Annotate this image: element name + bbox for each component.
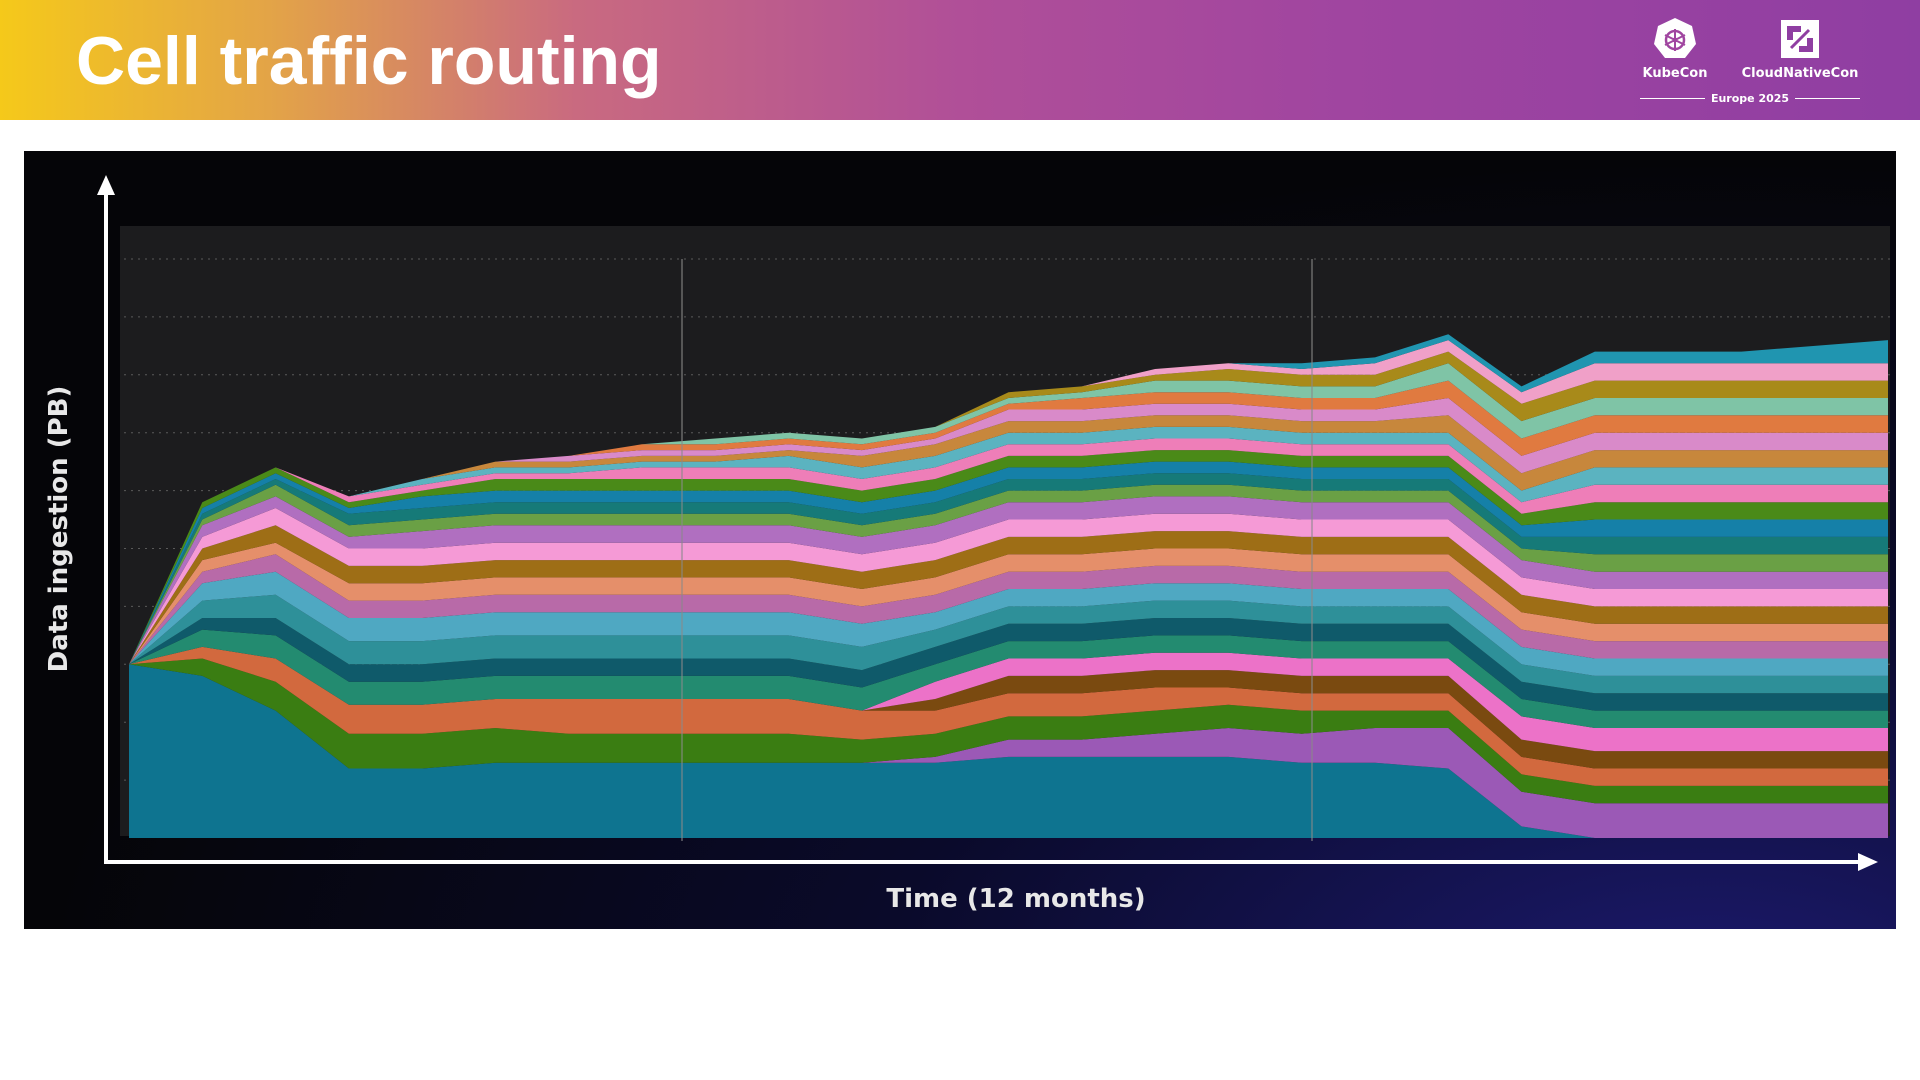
event-rule-right [1795,98,1861,99]
area-series [129,334,1888,838]
kubecon-label: KubeCon [1642,66,1708,81]
y-axis-arrow [97,175,115,195]
area-series-12 [129,542,1888,665]
area-series-1 [129,664,1888,838]
area-series-7 [129,629,1888,728]
area-series-6 [129,646,1888,752]
cloudnativecon-label: CloudNativeCon [1741,66,1859,81]
kubernetes-helm-icon [1654,18,1696,58]
event-row: Europe 2025 [1640,92,1861,105]
slide-title: Cell traffic routing [76,23,662,99]
area-series-14 [129,508,1888,665]
cncf-icon [1781,20,1819,58]
cloudnativecon-logo: CloudNativeCon [1740,16,1860,81]
area-series-27 [129,340,1888,665]
stacked-area-chart: Time (12 months) Data ingestion (PB) [44,175,1890,914]
x-axis-arrow [1858,853,1878,871]
area-series-2 [129,664,1888,838]
y-axis [97,175,115,864]
y-axis-label: Data ingestion (PB) [44,386,74,673]
area-series-9 [129,594,1888,694]
area-series-26 [129,351,1888,665]
area-series-8 [129,618,1888,711]
area-series-4 [129,646,1888,786]
event-label: Europe 2025 [1710,92,1790,105]
area-series-15 [129,496,1888,665]
event-rule-left [1640,98,1705,99]
kubecon-logo: KubeCon [1640,16,1710,81]
area-series-11 [129,554,1888,665]
chart-panel: Time (12 months) Data ingestion (PB) [24,151,1896,929]
area-series-13 [129,525,1888,665]
x-axis [104,853,1878,871]
area-series-10 [129,571,1888,676]
title-banner: Cell traffic routing KubeCon CloudNative… [0,0,1920,120]
area-series-3 [129,658,1888,804]
area-series-5 [129,646,1888,769]
x-axis-label: Time (12 months) [886,884,1145,914]
conference-logos: KubeCon CloudNativeCon Europe 2025 [1640,16,1861,108]
area-series-16 [129,484,1888,665]
